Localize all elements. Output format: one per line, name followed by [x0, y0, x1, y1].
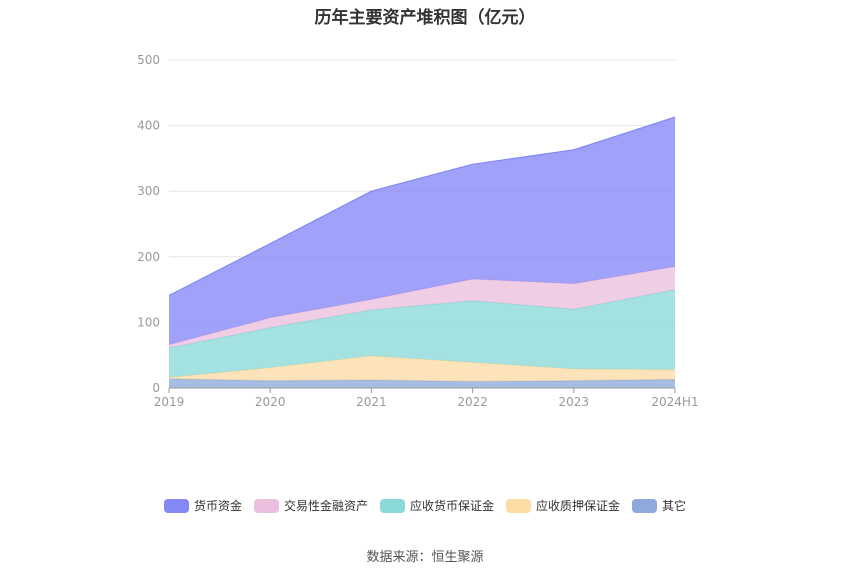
- legend-swatch: [253, 498, 279, 513]
- legend-label: 货币资金: [193, 499, 242, 513]
- x-tick-label: 2020: [255, 395, 286, 409]
- source-note: 数据来源：恒生聚源: [366, 550, 484, 565]
- chart-title: 历年主要资产堆积图（亿元）: [314, 8, 536, 28]
- legend-label: 其它: [662, 499, 687, 513]
- axis-layer: 0 100 200 300 400 500 2019 2020 2021 2022 2023 2024…: [137, 53, 699, 409]
- legend-label: 交易性金融资产: [283, 499, 368, 513]
- x-tick-label: 2019: [154, 395, 185, 409]
- legend-swatch: [379, 498, 405, 513]
- y-tick-label: 400: [137, 119, 160, 133]
- legend: 货币资金 交易性金融资产 应收货币保证金 应收质押保证金 其它: [0, 497, 850, 514]
- legend-label: 应收质押保证金: [536, 499, 621, 513]
- legend-item[interactable]: 其它: [632, 497, 686, 514]
- y-tick-label: 100: [137, 315, 160, 329]
- area-series-2[interactable]: [169, 289, 675, 378]
- legend-swatch: [632, 498, 658, 513]
- area-series-1[interactable]: [169, 355, 675, 382]
- legend-swatch: [163, 498, 189, 513]
- series-line-4: [168, 116, 676, 297]
- x-tick-label: 2022: [457, 395, 488, 409]
- area-series-4[interactable]: [169, 117, 675, 345]
- x-tick-label: 2021: [356, 395, 387, 409]
- x-tick-label: 2023: [559, 395, 590, 409]
- y-tick-label: 0: [152, 381, 160, 395]
- legend-item[interactable]: 应收货币保证金: [379, 497, 494, 514]
- legend-item[interactable]: 交易性金融资产: [253, 497, 368, 514]
- legend-item[interactable]: 应收质押保证金: [506, 497, 620, 514]
- area-series-3[interactable]: [169, 266, 675, 348]
- area-layer: [168, 116, 676, 388]
- legend-label: 应收货币保证金: [409, 499, 494, 513]
- legend-swatch: [506, 498, 531, 513]
- x-tick-label: 2024H1: [651, 395, 698, 409]
- legend-item[interactable]: 货币资金: [163, 497, 242, 514]
- y-tick-label: 200: [137, 250, 160, 264]
- y-tick-label: 500: [137, 53, 160, 67]
- y-tick-label: 300: [137, 184, 160, 198]
